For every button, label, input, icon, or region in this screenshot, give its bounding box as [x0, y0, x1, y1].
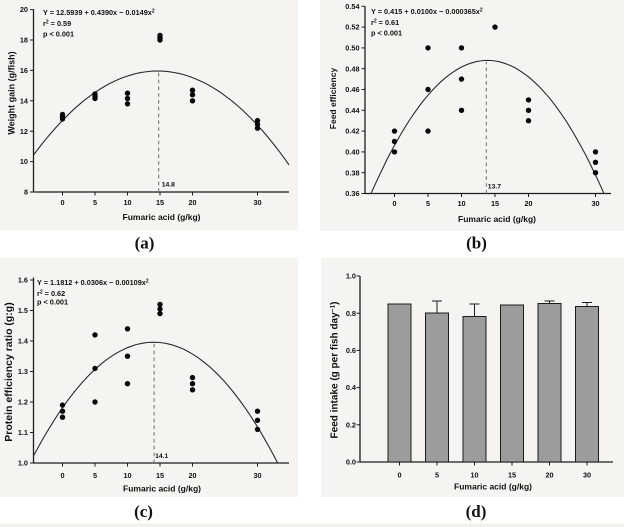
svg-text:1.4: 1.4 — [18, 337, 29, 346]
svg-text:Fumaric acid (g/kg): Fumaric acid (g/kg) — [454, 482, 532, 492]
svg-text:Feed intake (g per fish day−1): Feed intake (g per fish day−1) — [330, 302, 341, 439]
svg-text:30: 30 — [253, 198, 261, 207]
svg-text:Feed efficiency: Feed efficiency — [328, 68, 338, 130]
svg-text:Y = 1.1812 + 0.0306x − 0.00109: Y = 1.1812 + 0.0306x − 0.00109x2 — [37, 278, 149, 287]
svg-text:0.6: 0.6 — [346, 346, 356, 355]
svg-text:30: 30 — [591, 199, 599, 208]
svg-text:5: 5 — [426, 199, 430, 208]
svg-text:(d): (d) — [466, 502, 487, 521]
svg-text:0.2: 0.2 — [346, 420, 356, 429]
svg-text:1.5: 1.5 — [18, 306, 28, 315]
svg-text:p < 0.001: p < 0.001 — [43, 30, 74, 39]
svg-text:(c): (c) — [134, 502, 153, 521]
svg-text:18: 18 — [20, 36, 28, 45]
svg-text:0.4: 0.4 — [346, 383, 357, 392]
svg-text:(b): (b) — [466, 234, 487, 253]
svg-text:0.52: 0.52 — [345, 23, 359, 32]
svg-text:10: 10 — [457, 199, 465, 208]
svg-text:5: 5 — [435, 471, 439, 480]
svg-text:0.8: 0.8 — [346, 309, 356, 318]
svg-text:14: 14 — [20, 96, 29, 105]
svg-text:20: 20 — [545, 471, 553, 480]
svg-text:0: 0 — [60, 471, 64, 480]
svg-text:15: 15 — [491, 199, 499, 208]
svg-text:0.54: 0.54 — [345, 2, 360, 11]
svg-text:p < 0.001: p < 0.001 — [371, 29, 402, 38]
svg-text:1.0: 1.0 — [18, 459, 28, 468]
svg-text:1.1: 1.1 — [18, 428, 28, 437]
svg-text:Y = 12.5939 + 0.4390x − 0.0149: Y = 12.5939 + 0.4390x − 0.0149x2 — [43, 8, 155, 17]
svg-text:p < 0.001: p < 0.001 — [37, 298, 68, 307]
svg-text:0.0: 0.0 — [346, 458, 356, 467]
svg-text:1.0: 1.0 — [346, 272, 356, 281]
svg-text:14.1: 14.1 — [155, 453, 168, 460]
svg-text:Fumaric acid (g/kg): Fumaric acid (g/kg) — [458, 214, 536, 224]
svg-text:30: 30 — [253, 471, 261, 480]
svg-text:r2 = 0.62: r2 = 0.62 — [37, 289, 65, 298]
svg-text:Fumaric acid (g/kg): Fumaric acid (g/kg) — [123, 484, 201, 494]
svg-text:15: 15 — [508, 471, 516, 480]
svg-text:20: 20 — [20, 5, 28, 14]
svg-text:0.48: 0.48 — [345, 64, 359, 73]
svg-text:15: 15 — [156, 471, 164, 480]
svg-text:13.7: 13.7 — [488, 184, 501, 191]
svg-text:10: 10 — [123, 198, 131, 207]
svg-text:10: 10 — [20, 157, 28, 166]
svg-text:0.50: 0.50 — [345, 44, 359, 53]
svg-text:1.6: 1.6 — [18, 276, 28, 285]
svg-text:10: 10 — [470, 471, 478, 480]
svg-text:0.44: 0.44 — [345, 106, 360, 115]
svg-text:r2 = 0.61: r2 = 0.61 — [371, 18, 399, 27]
svg-text:0.38: 0.38 — [345, 168, 359, 177]
svg-text:0.36: 0.36 — [345, 189, 359, 198]
svg-text:(a): (a) — [135, 234, 155, 253]
svg-text:16: 16 — [20, 66, 28, 75]
svg-text:5: 5 — [93, 198, 97, 207]
svg-text:20: 20 — [524, 199, 532, 208]
svg-text:r2 = 0.59: r2 = 0.59 — [43, 19, 71, 28]
svg-text:Y = 0.415 + 0.0100x − 0.000365: Y = 0.415 + 0.0100x − 0.000365x2 — [371, 7, 483, 16]
svg-text:20: 20 — [188, 198, 196, 207]
svg-text:12: 12 — [20, 127, 28, 136]
svg-text:0.40: 0.40 — [345, 148, 359, 157]
svg-text:0.46: 0.46 — [345, 85, 359, 94]
svg-text:5: 5 — [93, 471, 97, 480]
svg-text:Fumaric acid (g/kg): Fumaric acid (g/kg) — [123, 212, 201, 222]
svg-text:20: 20 — [188, 471, 196, 480]
svg-text:15: 15 — [156, 198, 164, 207]
svg-text:1.2: 1.2 — [18, 398, 28, 407]
svg-text:30: 30 — [583, 471, 591, 480]
svg-text:0: 0 — [397, 471, 401, 480]
svg-text:0: 0 — [60, 198, 64, 207]
svg-text:Protein efficiency ratio (g:g): Protein efficiency ratio (g:g) — [3, 302, 15, 441]
svg-text:8: 8 — [24, 188, 28, 197]
svg-text:10: 10 — [123, 471, 131, 480]
svg-text:Weight gain (g/fish): Weight gain (g/fish) — [7, 51, 17, 134]
svg-text:0.42: 0.42 — [345, 127, 359, 136]
svg-text:1.3: 1.3 — [18, 367, 28, 376]
svg-text:0: 0 — [392, 199, 396, 208]
svg-text:14.8: 14.8 — [162, 182, 175, 189]
